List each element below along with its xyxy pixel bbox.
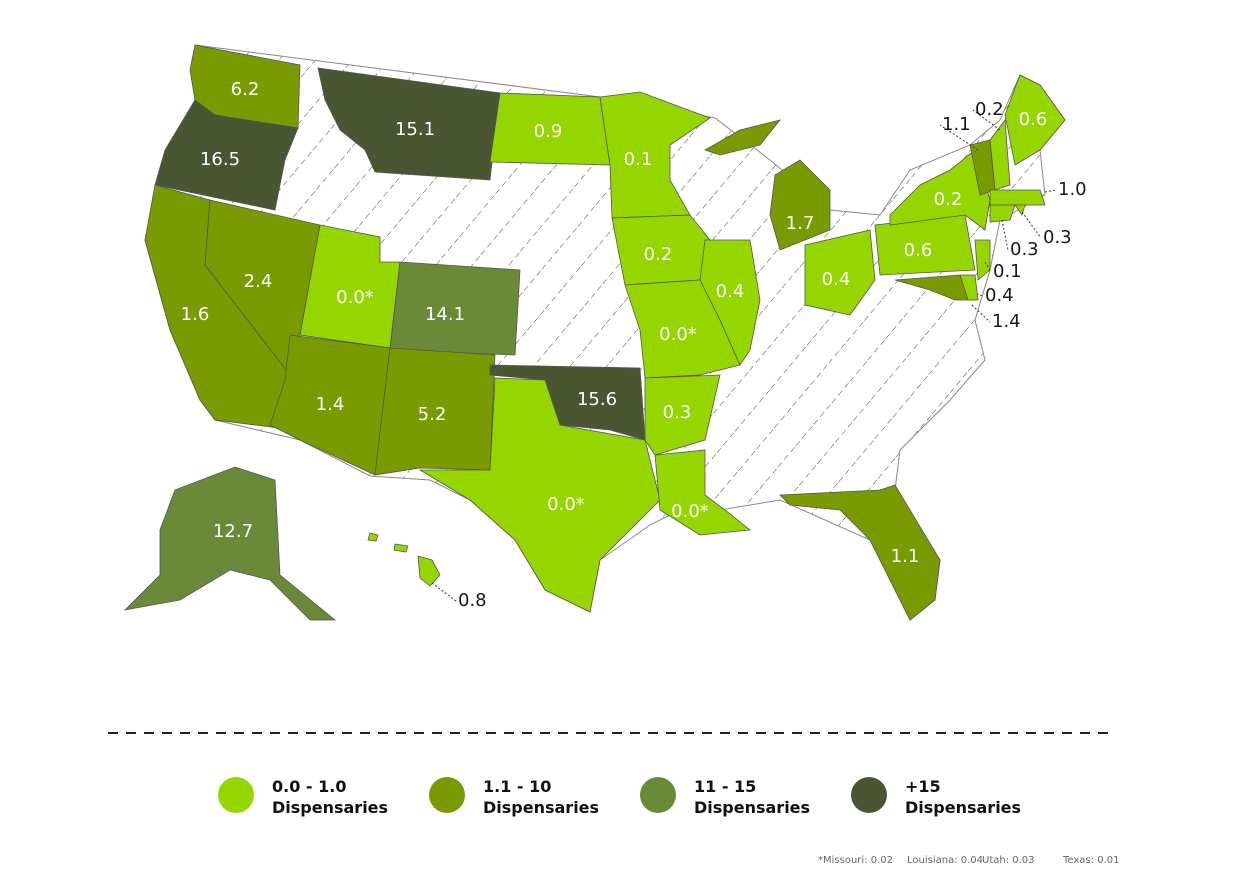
state-value: 6.2 <box>231 79 260 100</box>
footnote-text: Texas: 0.01 <box>1062 855 1119 866</box>
state-value: 0.1 <box>624 149 653 170</box>
state <box>699 239 761 366</box>
state-value: 1.1 <box>891 546 920 567</box>
state-value: 0.3 <box>1043 227 1072 248</box>
legend-swatch <box>429 777 465 813</box>
state-value: 0.2 <box>975 99 1004 120</box>
state-value: 0.3 <box>1010 239 1039 260</box>
state-value: 0.0* <box>547 494 585 515</box>
legend-text: Dispensaries <box>694 798 810 817</box>
states: 6.2 16.5 1.6 2.4 15.1 0.9 0.1 0.0* 14.1 1.4 5.2 15.… <box>123 44 1087 621</box>
state-value: 1.7 <box>786 213 815 234</box>
state-value: 0.2 <box>934 189 963 210</box>
state-value: 0.0* <box>671 501 709 522</box>
state <box>989 204 1016 223</box>
state-value: 0.4 <box>716 281 745 302</box>
state <box>989 118 1011 191</box>
state-value: 1.6 <box>181 304 210 325</box>
legend-range: +15 <box>905 777 941 796</box>
state-value: 15.1 <box>395 119 435 140</box>
legend-text: Dispensaries <box>483 798 599 817</box>
leader-line <box>971 304 991 323</box>
state-value: 15.6 <box>577 389 617 410</box>
legend-range: 11 - 15 <box>694 777 756 796</box>
leader-line <box>984 261 992 273</box>
state-value: 12.7 <box>213 521 253 542</box>
state <box>779 484 941 621</box>
leader-line <box>1021 211 1042 239</box>
legend-text: Dispensaries <box>905 798 1021 817</box>
state-value: 0.1 <box>993 261 1022 282</box>
footnote-text: Louisiana: 0.04 <box>907 855 983 866</box>
state-value: 0.4 <box>822 269 851 290</box>
state-value: 1.1 <box>942 114 971 135</box>
state <box>489 364 646 441</box>
state <box>644 374 721 456</box>
state <box>367 532 379 542</box>
state <box>654 449 752 536</box>
state-value: 16.5 <box>200 149 240 170</box>
state-value: 0.2 <box>644 244 673 265</box>
state-value: 5.2 <box>418 404 447 425</box>
state <box>989 189 1046 206</box>
state <box>417 555 441 587</box>
leader-line <box>1044 189 1057 193</box>
state-value: 0.0* <box>659 324 697 345</box>
state-value: 0.6 <box>1019 109 1048 130</box>
state-value: 2.4 <box>244 271 273 292</box>
state-value: 0.4 <box>985 285 1014 306</box>
legend-swatch <box>851 777 887 813</box>
footnote-text: Utah: 0.03 <box>982 855 1035 866</box>
leader-line <box>972 109 1001 131</box>
state-value: 0.8 <box>458 590 487 611</box>
state <box>959 274 979 301</box>
leader-line <box>431 582 457 602</box>
state-value: 0.6 <box>904 240 933 261</box>
state-value: 1.4 <box>316 394 345 415</box>
leader-line <box>1001 219 1009 251</box>
state <box>389 261 521 356</box>
state <box>154 99 299 211</box>
state <box>123 466 337 621</box>
leader-line <box>939 124 979 151</box>
legend-range: 0.0 - 1.0 <box>272 777 346 796</box>
state <box>374 347 496 476</box>
state-value: 1.4 <box>992 311 1021 332</box>
state-value: 14.1 <box>425 304 465 325</box>
state <box>804 229 876 316</box>
state-value: 0.3 <box>663 402 692 423</box>
state <box>599 91 711 219</box>
state-value: 0.0* <box>336 287 374 308</box>
state-value: 1.0 <box>1058 179 1087 200</box>
legend-text: Dispensaries <box>272 798 388 817</box>
legend-swatch <box>218 777 254 813</box>
state <box>418 377 661 613</box>
legend-swatch <box>640 777 676 813</box>
legend-range: 1.1 - 10 <box>483 777 551 796</box>
state <box>769 159 831 251</box>
state <box>704 119 782 156</box>
state-value: 0.9 <box>534 121 563 142</box>
footnote-text: *Missouri: 0.02 <box>818 855 893 866</box>
state <box>1004 74 1066 166</box>
state <box>894 274 976 301</box>
state <box>393 543 409 553</box>
legend: 0.0 - 1.0 Dispensaries 1.1 - 10 Dispensarie… <box>218 777 1021 817</box>
